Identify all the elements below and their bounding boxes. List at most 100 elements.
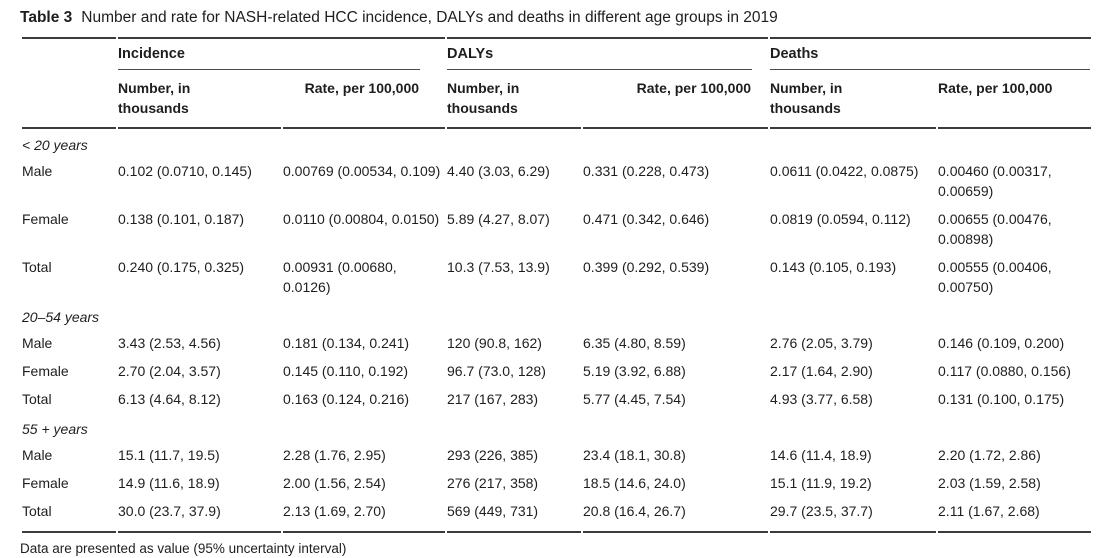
subheader-number-label: Number, in thousands (770, 80, 843, 116)
table-cell: 15.1 (11.9, 19.2) (770, 475, 872, 491)
table-cell: 2.28 (1.76, 2.95) (283, 447, 386, 463)
table-cell: 0.00555 (0.00406, 0.00750) (938, 259, 1052, 295)
column-group-label: Incidence (118, 46, 185, 62)
table-cell: 5.19 (3.92, 6.88) (583, 363, 686, 379)
table-number: Table 3 (20, 9, 73, 26)
table-cell: 0.102 (0.0710, 0.145) (118, 163, 252, 179)
table-cell: 0.00769 (0.00534, 0.109) (283, 163, 441, 179)
table-footnote: Data are presented as value (95% uncerta… (20, 541, 347, 556)
table-row: Male 15.1 (11.7, 19.5) 2.28 (1.76, 2.95) 29… (22, 441, 1091, 469)
row-label: Male (22, 447, 53, 463)
table-cell: 5.77 (4.45, 7.54) (583, 391, 686, 407)
section-row: 20–54 years (22, 301, 1091, 329)
subheader-row: Number, in thousands Rate, per 100,000 Num… (22, 70, 1092, 129)
table-cell: 96.7 (73.0, 128) (447, 363, 546, 379)
subheader-number-incidence: Number, in thousands (118, 70, 281, 129)
row-label: Total (22, 259, 52, 275)
table-cell: 0.399 (0.292, 0.539) (583, 259, 710, 275)
table-cell: 569 (449, 731) (447, 497, 582, 533)
table-cell: 0.0611 (0.0422, 0.0875) (770, 163, 919, 179)
data-table: Incidence DALYs Deaths Number, in thousands… (20, 37, 1093, 533)
row-label: Male (22, 335, 53, 351)
subheader-number-deaths: Number, in thousands (770, 70, 937, 129)
table-cell: 0.0819 (0.0594, 0.112) (770, 211, 911, 227)
column-group-header-dalys: DALYs (447, 37, 769, 70)
subheader-number-dalys: Number, in thousands (447, 70, 582, 129)
table-row: Male 3.43 (2.53, 4.56) 0.181 (0.134, 0.241… (22, 329, 1091, 357)
table-cell: 2.17 (1.64, 2.90) (770, 363, 873, 379)
table-cell: 0.146 (0.109, 0.200) (938, 335, 1065, 351)
row-label: Male (22, 163, 53, 179)
table-cell: 2.03 (1.59, 2.58) (938, 475, 1041, 491)
table-cell: 23.4 (18.1, 30.8) (583, 447, 686, 463)
table-caption: Number and rate for NASH-related HCC inc… (81, 9, 778, 26)
table-cell: 0.163 (0.124, 0.216) (283, 391, 410, 407)
section-label: 55 + years (22, 421, 88, 437)
table-cell: 0.117 (0.0880, 0.156) (938, 363, 1071, 379)
table-row: Female 0.138 (0.101, 0.187) 0.0110 (0.0080… (22, 205, 1091, 253)
table-row: Female 14.9 (11.6, 18.9) 2.00 (1.56, 2.54)… (22, 469, 1091, 497)
table-cell: 6.35 (4.80, 8.59) (583, 335, 686, 351)
table-cell: 0.131 (0.100, 0.175) (938, 391, 1065, 407)
column-group-underline (447, 69, 753, 70)
column-group-header-deaths: Deaths (770, 37, 1092, 70)
table-body: < 20 years Male 0.102 (0.0710, 0.145) 0.007… (22, 129, 1092, 533)
table-cell: 14.6 (11.4, 18.9) (770, 447, 872, 463)
table-cell: 0.00931 (0.00680, 0.0126) (283, 259, 397, 295)
table-title: Table 3 Number and rate for NASH-related … (20, 7, 1093, 28)
row-label: Female (22, 363, 69, 379)
table-cell: 0.0110 (0.00804, 0.0150) (283, 211, 440, 227)
table-cell: 3.43 (2.53, 4.56) (118, 335, 221, 351)
table-cell: 4.93 (3.77, 6.58) (770, 391, 873, 407)
section-row: < 20 years (22, 129, 1091, 157)
corner-cell (22, 70, 116, 129)
subheader-rate-deaths: Rate, per 100,000 (938, 70, 1092, 129)
subheader-number-label: Number, in thousands (118, 80, 191, 116)
table-cell: 0.00460 (0.00317, 0.00659) (938, 163, 1052, 199)
table-row: Total 0.240 (0.175, 0.325) 0.00931 (0.0068… (22, 253, 1091, 301)
row-label: Female (22, 211, 69, 227)
table-cell: 2.76 (2.05, 3.79) (770, 335, 873, 351)
column-group-header-incidence: Incidence (118, 37, 446, 70)
section-label: < 20 years (22, 137, 88, 153)
table-cell: 0.145 (0.110, 0.192) (283, 363, 409, 379)
table-cell: 0.471 (0.342, 0.646) (583, 211, 710, 227)
table-row: Total 30.0 (23.7, 37.9) 2.13 (1.69, 2.70) 5… (22, 497, 1092, 533)
column-group-underline (770, 69, 1091, 70)
table-cell: 217 (167, 283) (447, 391, 539, 407)
table-row: Female 2.70 (2.04, 3.57) 0.145 (0.110, 0.1… (22, 357, 1091, 385)
subheader-number-label: Number, in thousands (447, 80, 520, 116)
row-label: Female (22, 475, 69, 491)
table-cell: 2.20 (1.72, 2.86) (938, 447, 1041, 463)
table-cell: 29.7 (23.5, 37.7) (770, 497, 937, 533)
table-cell: 2.00 (1.56, 2.54) (283, 475, 386, 491)
row-label: Total (22, 391, 52, 407)
column-group-underline (118, 69, 421, 70)
table-header: Incidence DALYs Deaths Number, in thousands… (22, 37, 1092, 129)
table-cell: 4.40 (3.03, 6.29) (447, 163, 550, 179)
table-cell: 18.5 (14.6, 24.0) (583, 475, 686, 491)
column-group-label: Deaths (770, 46, 819, 62)
table-cell: 10.3 (7.53, 13.9) (447, 259, 550, 275)
subheader-rate-dalys: Rate, per 100,000 (583, 70, 769, 129)
table-cell: 20.8 (16.4, 26.7) (583, 497, 769, 533)
table-row: Male 0.102 (0.0710, 0.145) 0.00769 (0.0053… (22, 157, 1091, 205)
column-group-row: Incidence DALYs Deaths (22, 37, 1092, 70)
table-cell: 2.70 (2.04, 3.57) (118, 363, 221, 379)
table-cell: 15.1 (11.7, 19.5) (118, 447, 220, 463)
section-label: 20–54 years (22, 309, 100, 325)
table-cell: 0.181 (0.134, 0.241) (283, 335, 410, 351)
table-cell: 0.240 (0.175, 0.325) (118, 259, 245, 275)
table-cell: 276 (217, 358) (447, 475, 539, 491)
corner-cell (22, 37, 116, 70)
subheader-rate-incidence: Rate, per 100,000 (283, 70, 446, 129)
table-cell: 2.13 (1.69, 2.70) (283, 497, 446, 533)
table-cell: 293 (226, 385) (447, 447, 539, 463)
table-cell: 14.9 (11.6, 18.9) (118, 475, 220, 491)
table-cell: 6.13 (4.64, 8.12) (118, 391, 221, 407)
column-group-label: DALYs (447, 46, 494, 62)
table-cell: 0.331 (0.228, 0.473) (583, 163, 710, 179)
table-cell: 2.11 (1.67, 2.68) (938, 497, 1092, 533)
table-cell: 120 (90.8, 162) (447, 335, 542, 351)
